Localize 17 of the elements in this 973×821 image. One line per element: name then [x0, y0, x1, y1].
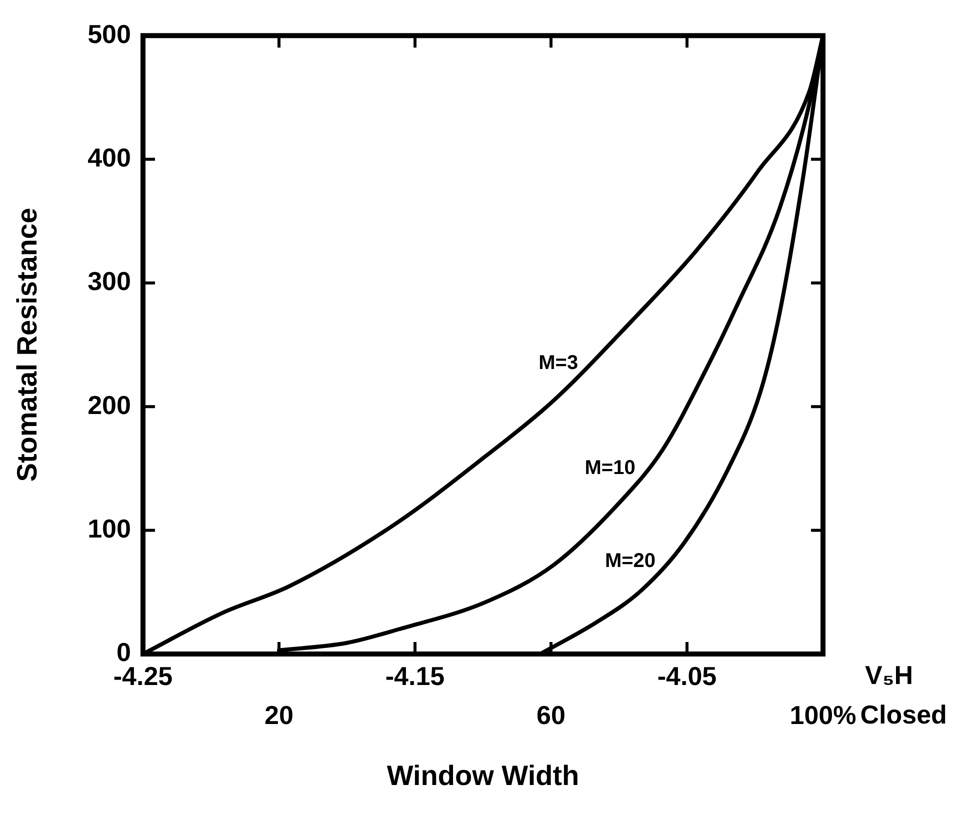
x-axis-title: V₅H	[865, 660, 914, 690]
y-tick-label: 500	[88, 18, 131, 49]
y-tick-label: 100	[88, 513, 131, 544]
y-tick-label: 400	[88, 142, 131, 172]
x2-axis-title: Window Width	[386, 760, 580, 791]
x-tick-label: -4.05	[657, 660, 717, 691]
x-tick-label: -4.15	[385, 660, 445, 691]
x2-tick-label: 60	[536, 700, 566, 730]
y-axis-title: Stomatal Resistance	[12, 208, 43, 482]
x2-tick-label: 20	[264, 700, 294, 730]
y-tick-label: 200	[88, 390, 131, 420]
series-label: M=20	[604, 550, 656, 572]
x2-tick-label: 100%	[790, 700, 856, 730]
series-label: M=3	[538, 352, 578, 374]
series-label: M=10	[584, 456, 636, 479]
text: Closed	[860, 699, 947, 730]
y-tick-label: 300	[88, 266, 131, 296]
